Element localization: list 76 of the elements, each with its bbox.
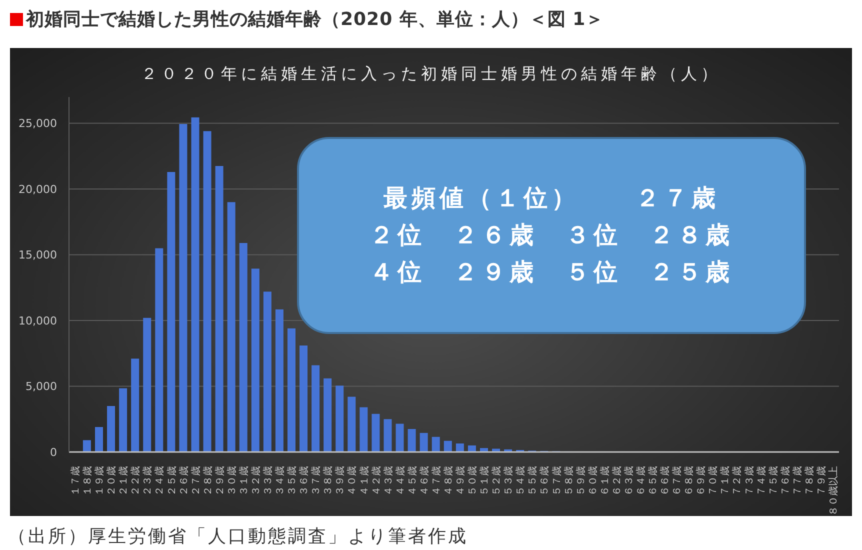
y-tick-label: 15,000: [18, 248, 57, 262]
y-tick-label: 10,000: [18, 314, 57, 328]
x-tick-label: ４３歳: [382, 466, 394, 496]
x-tick-label: ４１歳: [358, 466, 370, 496]
x-tick-label: ６６歳: [659, 466, 672, 496]
x-tick-label: ４９歳: [454, 466, 467, 496]
x-tick-label: ２９歳: [214, 466, 226, 496]
x-tick-label: ７８歳: [803, 466, 816, 496]
x-tick-label: ２１歳: [118, 466, 130, 496]
x-tick-label: ２３歳: [142, 466, 154, 496]
x-tick-label: ４７歳: [430, 466, 442, 496]
x-tick-label: ６２歳: [610, 466, 623, 496]
x-tick-label: ６１歳: [598, 466, 611, 496]
x-tick-label: ５４歳: [514, 466, 527, 496]
x-tick-label: ６５歳: [647, 466, 660, 496]
x-tick-label: ２０歳: [106, 466, 118, 496]
x-tick-label: ３１歳: [238, 466, 250, 496]
x-tick-label: ２５歳: [166, 466, 178, 496]
text: （出所）厚生労働省「人口動態調査」より筆者作成: [8, 525, 468, 548]
x-tick-label: ５９歳: [574, 466, 587, 496]
x-tick-label: ３４歳: [274, 466, 286, 496]
y-tick-label: 0: [50, 446, 57, 459]
x-tick-label: ５８歳: [562, 466, 575, 496]
x-tick-label: ３８歳: [322, 466, 334, 496]
x-tick-label: ３６歳: [298, 466, 310, 496]
x-tick-label: ６９歳: [695, 466, 708, 496]
annotation: ４位 ２９歳 ５位 ２５歳: [370, 257, 734, 288]
x-tick-label: ５６歳: [538, 466, 551, 496]
annotation: 最頻値（１位） ２７歳: [384, 183, 720, 214]
x-tick-label: ７９歳: [815, 466, 828, 496]
chart-subtitle: ２０２０年に結婚生活に入った初婚同士婚男性の結婚年齢（人）: [140, 64, 722, 85]
x-tick-label: ５７歳: [550, 466, 563, 496]
x-tick-label: ５２歳: [490, 466, 503, 496]
x-tick-label: ４２歳: [370, 466, 382, 496]
x-tick-label: ４８歳: [442, 466, 454, 496]
x-tick-label: ４４歳: [394, 466, 406, 496]
x-tick-label: ７５歳: [767, 466, 780, 496]
x-tick-label: ７０歳: [707, 466, 720, 496]
x-tick-label: １７歳: [70, 466, 82, 496]
x-tick-label: ７２歳: [731, 466, 744, 496]
y-tick-label: 20,000: [18, 182, 57, 196]
x-tick-label: ７３歳: [743, 466, 756, 496]
x-tick-label: ６３歳: [622, 466, 635, 496]
x-tick-label: ８０歳以上: [827, 466, 840, 516]
x-tick-label: ３５歳: [286, 466, 298, 496]
x-tick-label: ５０歳: [466, 466, 479, 496]
y-tick-label: 25,000: [18, 117, 57, 130]
x-tick-label: ４０歳: [346, 466, 358, 496]
x-tick-label: ５５歳: [526, 466, 539, 496]
x-tick-label: ７４歳: [755, 466, 768, 496]
x-tick-label: ６８歳: [683, 466, 696, 496]
x-tick-label: ６４歳: [634, 466, 647, 496]
x-tick-label: ５１歳: [478, 466, 491, 496]
x-tick-label: ３３歳: [262, 466, 274, 496]
chart-title: 初婚同士で結婚した男性の結婚年齢（2020 年、単位：人）＜図 1＞: [26, 8, 604, 31]
x-tick-label: ２７歳: [190, 466, 202, 496]
x-tick-label: ２６歳: [178, 466, 190, 496]
x-tick-label: ２８歳: [202, 466, 214, 496]
x-tick-label: ５３歳: [502, 466, 515, 496]
y-tick-label: 5,000: [26, 380, 57, 394]
x-tick-label: ３０歳: [226, 466, 238, 496]
x-tick-label: ３７歳: [310, 466, 322, 496]
x-tick-label: ６０歳: [586, 466, 599, 496]
x-tick-label: ４６歳: [418, 466, 430, 496]
annotation: ２位 ２６歳 ３位 ２８歳: [370, 220, 734, 251]
x-tick-label: ７６歳: [779, 466, 792, 496]
x-tick-label: ２２歳: [130, 466, 142, 496]
x-tick-label: ７１歳: [719, 466, 732, 496]
x-tick-label: １８歳: [82, 466, 94, 496]
x-tick-label: ４５歳: [406, 466, 418, 496]
x-tick-label: ７７歳: [791, 466, 804, 496]
x-tick-label: １９歳: [94, 466, 106, 496]
x-tick-label: ６７歳: [671, 466, 684, 496]
x-tick-label: ２４歳: [154, 466, 166, 496]
x-tick-label: ３２歳: [250, 466, 262, 496]
x-tick-label: ３９歳: [334, 466, 346, 496]
